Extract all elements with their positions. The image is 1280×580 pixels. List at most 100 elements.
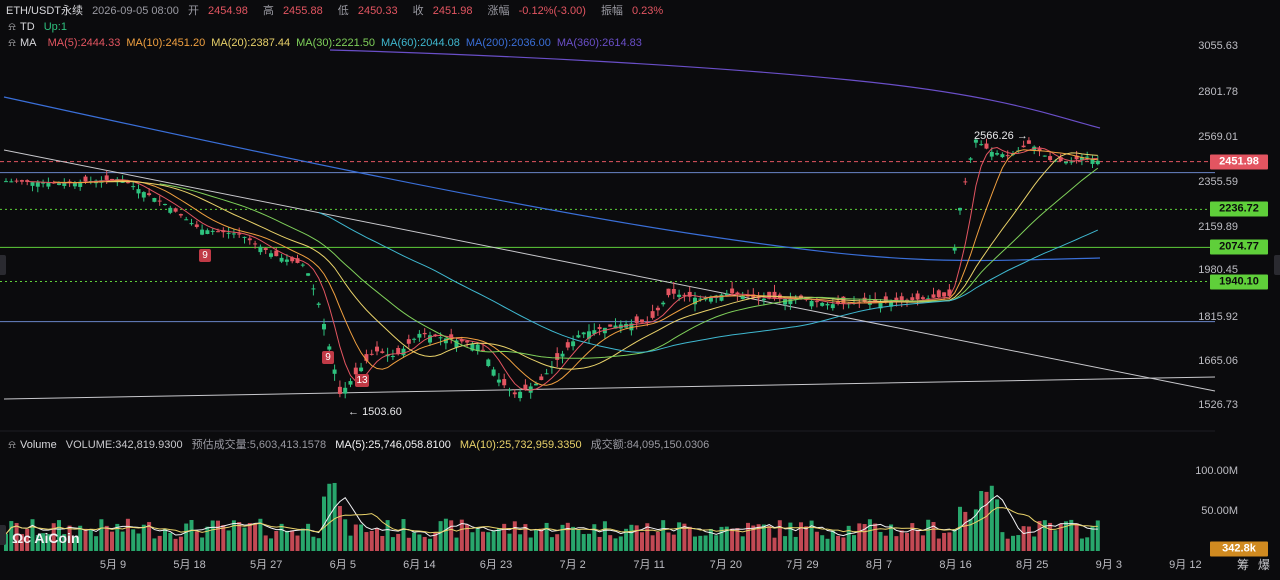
volume-bar (205, 526, 210, 551)
volume-bar (147, 522, 152, 551)
volume-bar (698, 535, 703, 551)
right-panel-toggle[interactable] (1274, 255, 1280, 275)
volume-bar (677, 522, 682, 551)
volume-bar (131, 529, 136, 551)
candle-body (555, 353, 560, 360)
volume-bar (799, 522, 803, 551)
ma-indicator-row[interactable]: ⍾ MA MA(5):2444.33 MA(10):2451.20 MA(20):23… (6, 35, 654, 51)
change-value: -0.12%(-3.00) (518, 5, 586, 17)
td-label: TD (20, 21, 35, 33)
volume-bar (624, 528, 629, 551)
td-count-marker: 13 (355, 374, 369, 387)
candle-body (1000, 154, 1005, 158)
volume-bar (99, 519, 104, 551)
candle-body (322, 323, 326, 330)
candle-body (147, 193, 152, 196)
candle-body (592, 330, 597, 334)
candle-body (634, 316, 639, 323)
left-panel-toggle[interactable] (0, 255, 6, 275)
price-tag: 2451.98 (1210, 154, 1268, 170)
td-indicator-row[interactable]: ⍾ TD Up:1 (6, 19, 73, 35)
volume-bar (433, 532, 438, 551)
candle-body (57, 183, 61, 185)
candle-body (1064, 161, 1068, 164)
liquidation-button[interactable]: 爆 (1258, 558, 1271, 572)
candle-body (963, 181, 968, 183)
candle-body (889, 301, 894, 307)
volume-bar (67, 525, 72, 551)
candle-body (269, 253, 273, 257)
bell-icon[interactable]: ⍾ (8, 439, 16, 451)
candle-body (788, 298, 793, 305)
x-axis-label: 7月 20 (709, 559, 743, 571)
volume-bar (1085, 537, 1090, 551)
volume-bar (730, 528, 735, 551)
volume-bar (46, 534, 51, 551)
volume-value: VOLUME:342,819.9300 (65, 439, 183, 451)
x-axis-label: 8月 16 (939, 559, 972, 571)
candle-body (332, 369, 337, 374)
high-value: 2455.88 (282, 5, 323, 17)
volume-bar (1037, 521, 1042, 551)
candle-body (772, 291, 777, 299)
volume-bar (889, 524, 894, 551)
candle-body (454, 340, 459, 348)
symbol[interactable]: ETH/USDT永续 (6, 5, 83, 17)
candle-body (401, 348, 406, 356)
volume-header[interactable]: ⍾ Volume VOLUME:342,819.9300 预估成交量:5,603,… (6, 437, 715, 453)
volume-bar (1069, 519, 1074, 551)
candle-body (565, 342, 570, 348)
chips-button[interactable]: 筹 (1237, 558, 1250, 572)
candle-body (78, 181, 83, 187)
candle-body (470, 343, 475, 351)
candle-body (1058, 157, 1063, 162)
volume-bar (979, 491, 984, 551)
candle-body (237, 233, 242, 235)
candle-body (337, 386, 342, 394)
candle-body (295, 258, 300, 263)
volume-bar (401, 519, 406, 551)
volume-bar (804, 526, 809, 551)
volume-bar (481, 531, 485, 551)
candle-body (353, 367, 358, 375)
candle-body (1026, 140, 1031, 144)
volume-bar (332, 482, 337, 551)
candle-body (629, 323, 634, 331)
candle-body (984, 143, 989, 149)
candle-body (210, 230, 215, 232)
volume-amount: 成交额:84,095,150.0306 (590, 439, 710, 451)
volume-bar (88, 529, 93, 551)
volume-bar (1032, 536, 1037, 551)
x-axis-label: 6月 23 (479, 559, 513, 571)
volume-bar (200, 537, 205, 551)
volume-bar (94, 536, 99, 551)
candle-body (995, 153, 1000, 155)
ohlc-header: ETH/USDT永续 2026-09-05 08:00 开 2454.98 高 … (6, 3, 675, 19)
volume-bar (947, 532, 952, 551)
volume-bar (470, 532, 475, 551)
ma-legend-item: MA(20):2387.44 (211, 37, 291, 49)
candle-body (809, 300, 814, 307)
candle-body (512, 392, 517, 395)
candle-body (687, 291, 692, 297)
trend-line-up (3, 376, 1216, 400)
candle-body (83, 176, 88, 182)
volume-bar (14, 523, 19, 551)
volume-bar (1064, 521, 1068, 551)
volume-bar (544, 522, 549, 551)
volume-bar (189, 520, 194, 551)
ma-line (159, 167, 1099, 359)
x-axis-label: 8月 25 (1015, 559, 1049, 571)
bell-icon[interactable]: ⍾ (8, 21, 16, 33)
volume-bar (184, 523, 189, 551)
candle-body (41, 182, 46, 184)
y-axis-label: 1815.92 (1198, 311, 1238, 323)
bell-icon[interactable]: ⍾ (8, 37, 16, 49)
left-panel-toggle-volume[interactable] (0, 525, 6, 545)
volume-bar (279, 523, 284, 551)
candle-body (491, 369, 496, 376)
volume-bar (417, 534, 422, 551)
candle-body (952, 248, 957, 251)
volume-bar (841, 537, 846, 551)
